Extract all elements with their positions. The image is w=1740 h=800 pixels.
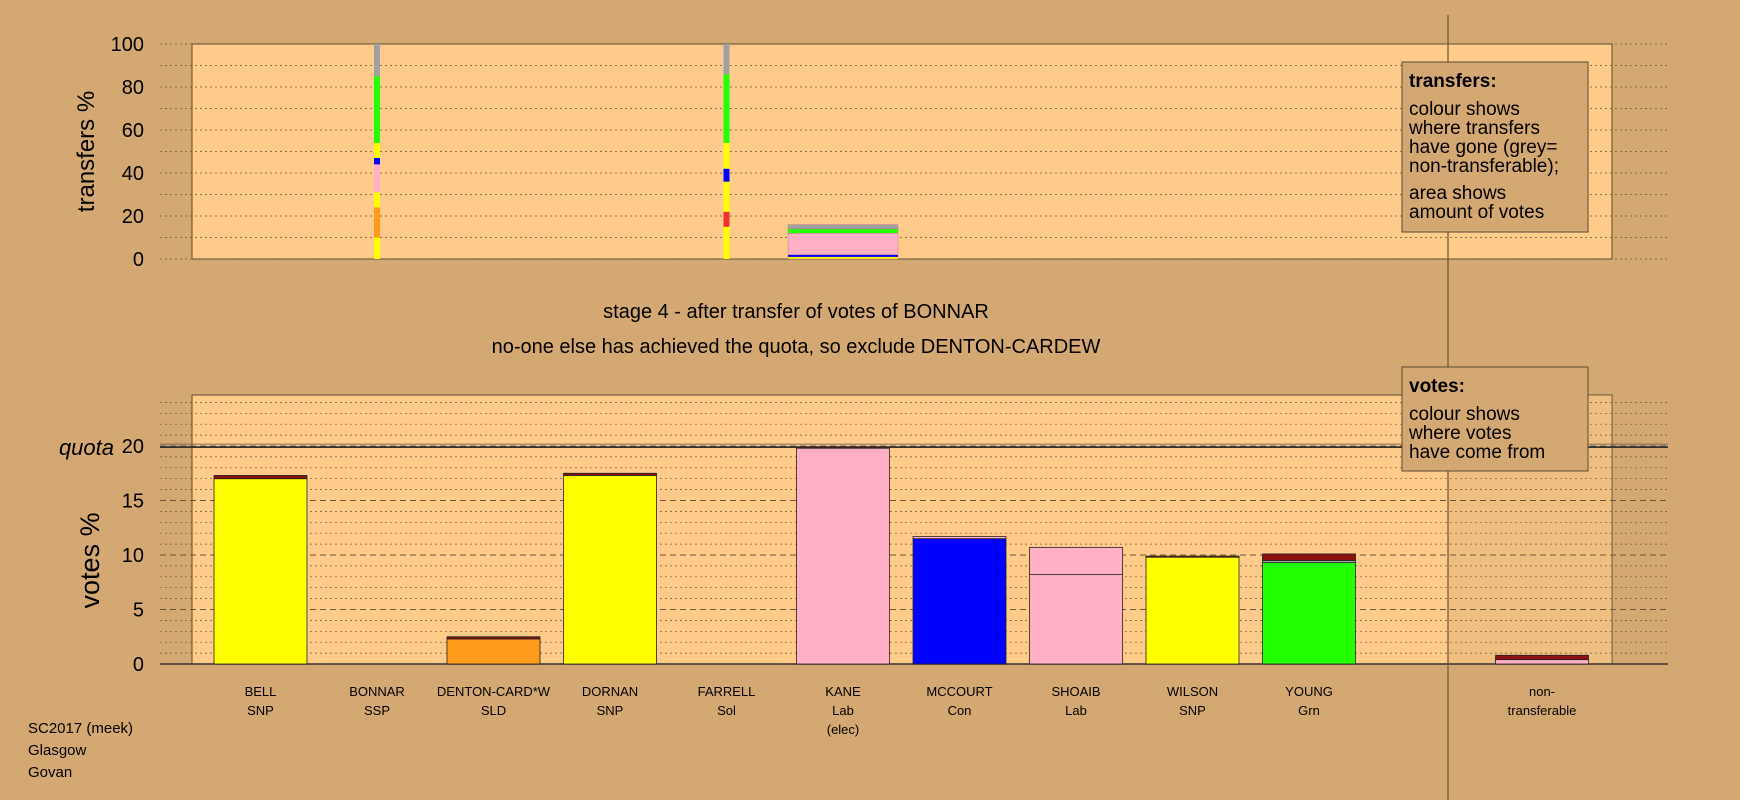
action-title: no-one else has achieved the quota, so e… (492, 336, 1101, 358)
transfer-segment-con (723, 168, 730, 182)
election-footer: SC2017 (meek) Glasgow Govan (28, 718, 133, 784)
candidate-name-label: DENTON-CARD*W (437, 684, 551, 699)
candidate-name-label: WILSON (1167, 684, 1218, 699)
candidate-name-label: DORNAN (582, 684, 638, 699)
transfer-segment-sld (374, 207, 380, 238)
candidate-party-label: Lab (832, 703, 854, 718)
transfers-legend-line: where transfers (1408, 118, 1540, 139)
vote-bar-segment (1262, 553, 1356, 561)
candidate-party-label: Sol (717, 703, 736, 718)
candidate-name-label: YOUNG (1285, 684, 1333, 699)
vote-bar-segment (446, 636, 541, 640)
transfers-y-tick-label: 0 (133, 249, 144, 271)
vote-bar-segment (912, 536, 1007, 540)
transfer-segment-snp (374, 237, 380, 259)
candidate-name-label: MCCOURT (926, 684, 992, 699)
vote-bar-segment (1495, 659, 1589, 665)
transfers-y-tick-label: 100 (111, 34, 144, 56)
votes-plot-area (191, 394, 1613, 665)
transfer-segment-snp (723, 142, 730, 169)
votes-y-tick-label: 0 (133, 654, 144, 676)
transfers-legend-line: area shows (1409, 183, 1506, 204)
candidate-party-label: Grn (1298, 703, 1320, 718)
transfer-segment-grn (787, 228, 899, 234)
transfer-segment-snp (723, 226, 730, 259)
candidate-note-label: (elec) (827, 722, 860, 737)
votes-legend-line: have come from (1409, 442, 1545, 463)
quota-label: quota (59, 435, 114, 460)
candidate-party-label: SSP (364, 703, 390, 718)
candidate-party-label: SNP (247, 703, 274, 718)
transfers-y-tick-label: 40 (122, 163, 144, 185)
vote-bar-segment (213, 478, 308, 665)
votes-legend-line: where votes (1408, 423, 1511, 444)
candidate-party-label: SLD (481, 703, 506, 718)
votes-y-tick-label: 20 (122, 436, 144, 458)
transfer-segment-grn (723, 74, 730, 143)
vote-bar-segment (1145, 556, 1240, 665)
footer-ward: Govan (28, 764, 73, 781)
transfer-segment-con (374, 157, 380, 165)
transfer-segment-snp (787, 256, 899, 260)
votes-legend-line: colour shows (1409, 404, 1520, 425)
transfers-legend: transfers: colour shows where transfers … (1401, 61, 1589, 233)
candidate-name-label: KANE (825, 684, 861, 699)
votes-y-tick-label: 15 (122, 491, 144, 513)
stage-title: stage 4 - after transfer of votes of BON… (603, 301, 989, 323)
transfer-segment-lab (787, 232, 899, 255)
vote-bar-segment (563, 472, 657, 476)
transfers-legend-line: colour shows (1409, 99, 1520, 120)
nontransferable-label: transferable (1508, 703, 1577, 718)
candidate-name-label: BONNAR (349, 684, 405, 699)
candidate-name-label: FARRELL (698, 684, 756, 699)
transfer-segment-nontransferable (723, 44, 730, 75)
transfer-segment-nontransferable (787, 224, 899, 230)
transfers-y-tick-label: 60 (122, 120, 144, 142)
vote-bar-segment (796, 446, 890, 449)
footer-council: Glasgow (28, 742, 87, 759)
transfers-panel: 0 20 40 60 80 100 transfers % (73, 34, 1668, 271)
transfer-segment-lab (374, 164, 380, 193)
votes-y-tick-label: 10 (122, 545, 144, 567)
vote-bar-segment (1145, 555, 1240, 558)
transfers-legend-line: amount of votes (1409, 202, 1544, 223)
votes-y-tick-label: 5 (133, 600, 144, 622)
votes-panel: 0 5 10 15 20 quota votes % BELL SNP BONNAR SSP DENT… (59, 394, 1668, 737)
vote-bar-segment (1029, 546, 1123, 576)
vote-bar-segment (796, 447, 890, 665)
candidate-name-label: BELL (245, 684, 277, 699)
nontransferable-label: non- (1529, 684, 1555, 699)
candidate-party-label: Con (948, 703, 972, 718)
transfer-segment-snp (723, 181, 730, 212)
vote-bar-segment (912, 538, 1007, 665)
vote-bar-segment (213, 475, 308, 480)
transfers-legend-heading: transfers: (1409, 71, 1497, 92)
vote-bar-segment (1262, 562, 1356, 665)
candidate-party-label: SNP (597, 703, 624, 718)
transfers-y-tick-label: 80 (122, 77, 144, 99)
votes-legend: votes: colour shows where votes have com… (1401, 366, 1589, 472)
transfer-segment-snp (374, 142, 380, 158)
transfer-segment-nontransferable (374, 44, 380, 77)
vote-bar-segment (1495, 654, 1589, 661)
vote-bar-segment (446, 638, 541, 665)
vote-bar-segment (1029, 574, 1123, 665)
transfers-y-tick-label: 20 (122, 206, 144, 228)
transfer-segment-snp (374, 192, 380, 208)
transfers-y-axis-label: transfers % (73, 91, 100, 212)
votes-legend-heading: votes: (1409, 376, 1465, 397)
transfers-legend-line: non-transferable); (1409, 156, 1559, 177)
transfer-segment-con (788, 254, 898, 257)
transfer-segment-grn (374, 76, 380, 143)
transfer-segment-sol (723, 211, 730, 227)
transfers-legend-line: have gone (grey= (1409, 137, 1557, 158)
vote-bar-segment (563, 475, 657, 665)
votes-y-axis-label: votes % (75, 512, 105, 608)
candidate-party-label: Lab (1065, 703, 1087, 718)
footer-election: SC2017 (meek) (28, 720, 134, 737)
candidate-name-label: SHOAIB (1051, 684, 1100, 699)
candidate-party-label: SNP (1179, 703, 1206, 718)
